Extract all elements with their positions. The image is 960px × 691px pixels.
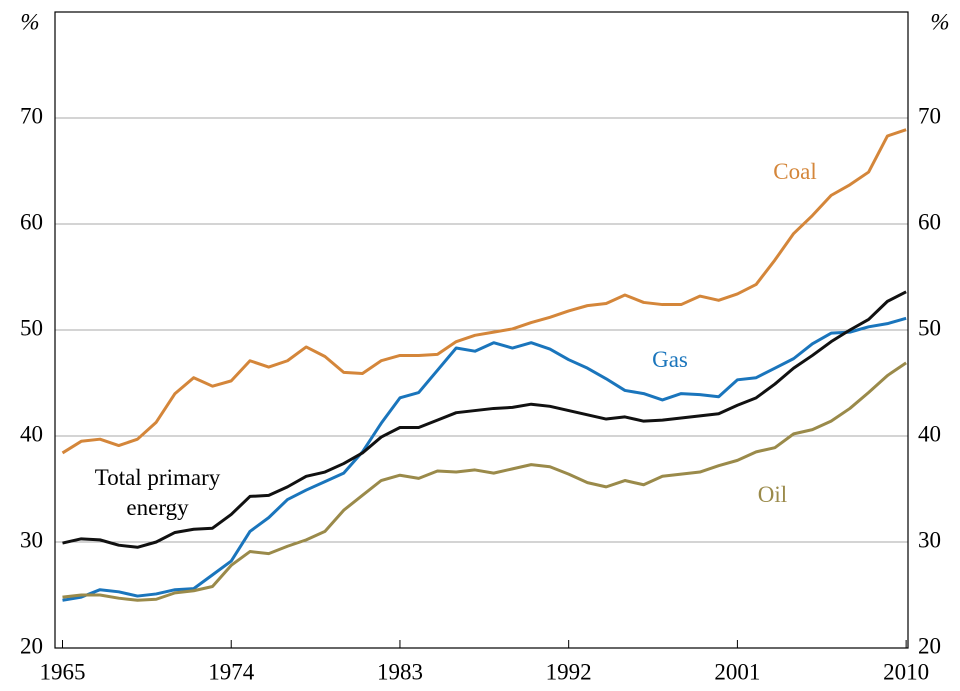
x-tick-label: 2010 (883, 659, 929, 684)
y-tick-label-right: 50 (918, 315, 941, 340)
series-line (62, 290, 907, 549)
y-tick-label-left: 20 (20, 633, 43, 658)
series-label: Total primary energy (94, 465, 221, 520)
series-label: Gas (652, 347, 688, 372)
series-line (61, 128, 907, 455)
y-tick-label-right: 60 (918, 209, 941, 234)
plot-frame (54, 11, 909, 649)
y-tick-label-left: 50 (20, 315, 43, 340)
y-tick-label-left: 40 (20, 421, 43, 446)
y-tick-label-right: 70 (918, 103, 941, 128)
x-tick-label: 1974 (208, 659, 255, 684)
y-unit-right: % (930, 9, 949, 34)
x-tick-label: 2001 (714, 659, 760, 684)
series-label: Oil (757, 482, 788, 507)
y-tick-label-left: 70 (20, 103, 43, 128)
x-tick-label: 1965 (39, 659, 85, 684)
y-tick-label-right: 30 (918, 527, 941, 552)
y-tick-label-right: 40 (918, 421, 941, 446)
x-tick-label: 1983 (377, 659, 423, 684)
x-tick-label: 1992 (546, 659, 592, 684)
y-tick-label-left: 30 (20, 527, 43, 552)
y-unit-left: % (20, 9, 39, 34)
series-label: Coal (773, 159, 817, 184)
y-tick-label-left: 60 (20, 209, 43, 234)
y-tick-label-right: 20 (918, 633, 941, 658)
series-line (62, 361, 907, 602)
series-line (62, 316, 907, 602)
